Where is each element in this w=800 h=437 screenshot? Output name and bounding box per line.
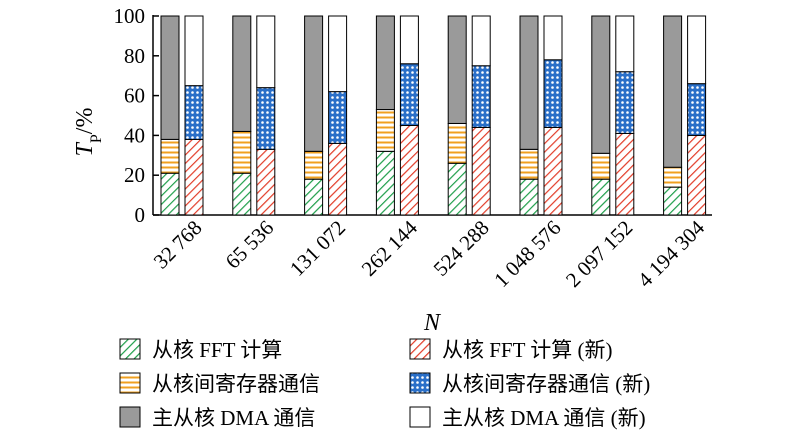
bar-segment-dots-blue (543, 59, 563, 128)
legend-swatch-solid-white (409, 406, 431, 428)
y-tick-label: 40 (124, 123, 145, 147)
axis-titles: TP/% N (72, 108, 442, 336)
bar-segment-solid-white (543, 15, 563, 61)
legend: 从核 FFT 计算 从核 FFT 计算 (新) 从核间寄存器通信 从核间寄存器通信 (… (119, 338, 650, 430)
bar-segment-hatch-green (591, 178, 611, 216)
legend-label: 从核间寄存器通信 (新) (442, 372, 650, 396)
bar-segment-dots-blue (256, 87, 276, 150)
y-tick-label: 0 (135, 203, 146, 227)
legend-label: 主从核 DMA 通信 (152, 406, 315, 430)
bar-segment-hatch-green (447, 162, 467, 216)
y-tick-label: 80 (124, 44, 145, 68)
x-tick-label: 65 536 (221, 216, 279, 274)
bar-segment-hatch-green (519, 178, 539, 216)
bar-segment-dots-blue (399, 63, 419, 126)
bar-segment-solid-gray (304, 15, 324, 152)
bar-segment-hatch-orange (663, 166, 683, 188)
bar-segment-hatch-green (304, 178, 324, 216)
bar-segment-hatch-green (232, 172, 252, 216)
bar-segment-hatch-orange (519, 148, 539, 180)
bar-segment-solid-white (687, 15, 707, 85)
bar-segment-solid-gray (447, 15, 467, 124)
bar-segment-hatch-orange (160, 138, 180, 174)
bar-segment-hatch-orange (304, 150, 324, 180)
bar-segment-hatch-orange (375, 109, 395, 152)
bar-segment-hatch-green (160, 172, 180, 216)
bar-segment-solid-white (399, 15, 419, 65)
bar-segment-dots-blue (687, 83, 707, 136)
bar-segment-hatch-green (663, 186, 683, 216)
bar-segment-dots-blue (328, 91, 348, 144)
bar-segment-solid-white (328, 15, 348, 93)
bar-segment-solid-white (471, 15, 491, 67)
bar-segment-hatch-red (184, 138, 204, 216)
bar-segment-hatch-red (399, 124, 419, 216)
y-axis-title-sub: P (88, 134, 105, 143)
y-axis-title-main: T (72, 141, 98, 156)
x-axis-title: N (423, 310, 442, 336)
bar-segment-solid-gray (160, 15, 180, 140)
bar-segment-solid-gray (375, 15, 395, 111)
bars (160, 15, 707, 216)
bar-segment-hatch-red (543, 126, 563, 216)
bar-segment-hatch-red (615, 132, 635, 216)
bar-segment-hatch-red (328, 142, 348, 216)
y-tick-label: 20 (124, 163, 145, 187)
y-tick-label: 100 (114, 4, 146, 28)
legend-label: 从核间寄存器通信 (152, 372, 320, 396)
x-tick-label: 262 144 (357, 215, 423, 281)
bar-segment-hatch-orange (447, 122, 467, 164)
bar-segment-solid-gray (232, 15, 252, 132)
legend-swatch-solid-gray (119, 406, 141, 428)
bar-segment-solid-white (615, 15, 635, 73)
bar-segment-hatch-red (471, 126, 491, 216)
bar-segment-dots-blue (615, 71, 635, 134)
legend-label: 主从核 DMA 通信 (新) (442, 406, 646, 430)
bar-segment-hatch-red (256, 148, 276, 216)
legend-label: 从核 FFT 计算 (152, 338, 282, 362)
x-tick-label: 131 072 (285, 216, 350, 281)
bar-segment-hatch-orange (232, 130, 252, 174)
x-tick-label: 32 768 (149, 216, 207, 274)
bar-segment-solid-white (256, 15, 276, 89)
bar-segment-solid-gray (663, 15, 683, 168)
bar-segment-dots-blue (184, 85, 204, 140)
y-tick-label: 60 (124, 84, 145, 108)
y-axis-title-suffix: /% (72, 108, 98, 135)
legend-swatch-hatch-orange (119, 372, 141, 394)
x-tick-label: 4 194 304 (633, 215, 710, 292)
bar-segment-hatch-red (687, 134, 707, 216)
bar-segment-solid-gray (519, 15, 539, 150)
x-tick-label: 524 288 (429, 216, 494, 281)
x-tick-label: 2 097 152 (561, 216, 637, 292)
y-axis-title: TP/% (72, 108, 105, 157)
bar-segment-hatch-green (375, 150, 395, 216)
x-tick-label: 1 048 576 (489, 216, 565, 292)
bar-segment-solid-gray (591, 15, 611, 154)
legend-label: 从核 FFT 计算 (新) (442, 338, 613, 362)
bar-segment-dots-blue (471, 65, 491, 128)
legend-swatch-hatch-green (119, 338, 141, 360)
bar-segment-hatch-orange (591, 152, 611, 180)
bar-segment-solid-white (184, 15, 204, 87)
legend-swatch-dots-blue (409, 372, 431, 394)
y-tick-labels: 0 20 40 60 80 100 (114, 4, 159, 227)
legend-swatch-hatch-red (409, 338, 431, 360)
